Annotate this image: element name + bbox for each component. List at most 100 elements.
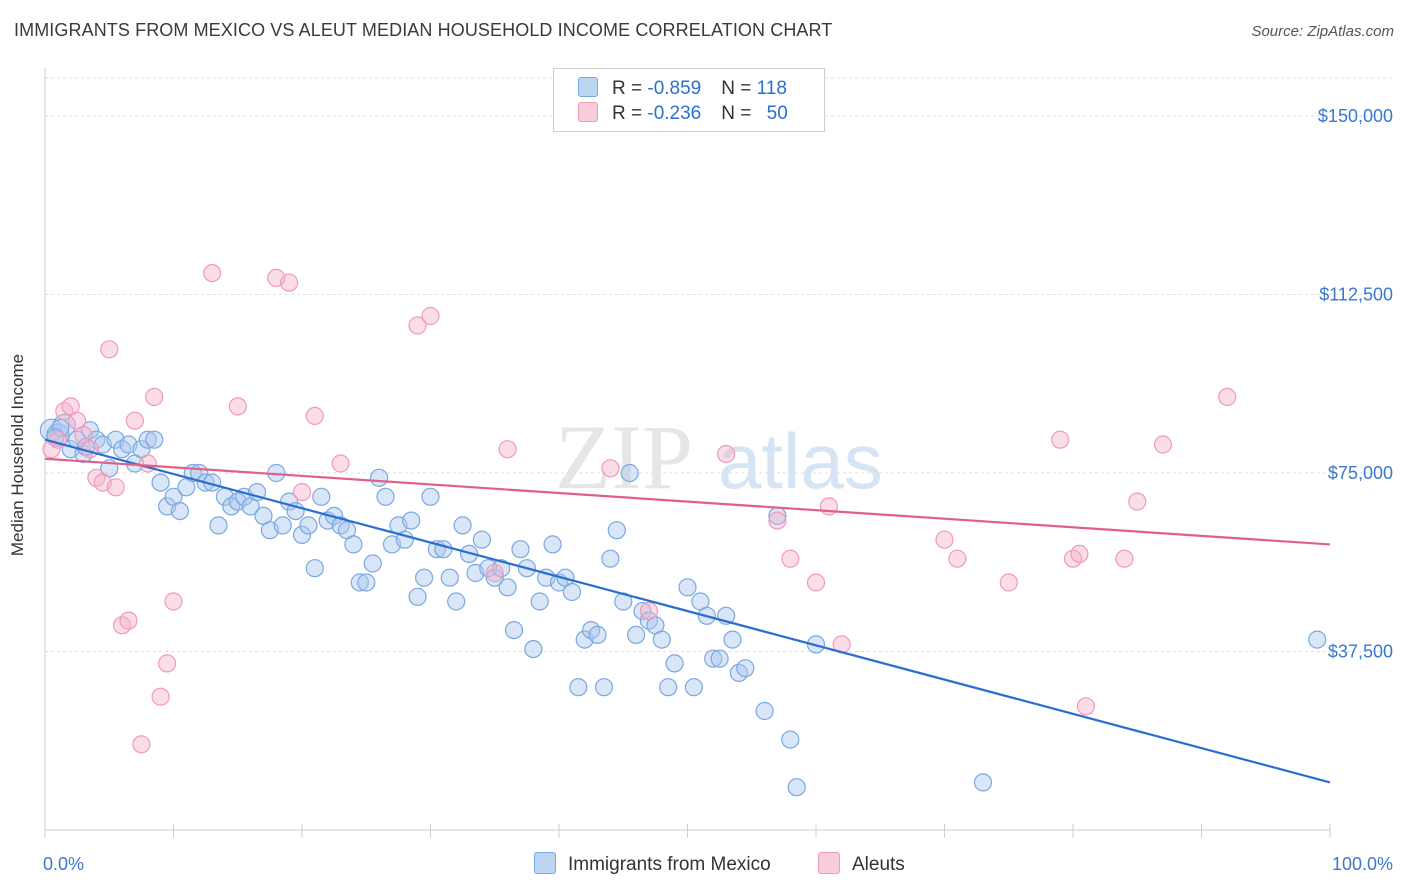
- data-point: [376, 487, 395, 506]
- data-point: [344, 535, 363, 554]
- data-point: [704, 649, 723, 668]
- data-point: [1218, 387, 1237, 406]
- data-point: [633, 601, 652, 621]
- data-point: [620, 463, 639, 483]
- data-point: [639, 601, 659, 621]
- data-point: [1115, 549, 1134, 568]
- data-point: [678, 578, 697, 597]
- trend-line-1: [44, 457, 1331, 546]
- data-point: [305, 406, 324, 425]
- data-point: [203, 264, 222, 283]
- data-point: [999, 573, 1018, 592]
- data-point: [935, 530, 954, 549]
- data-point: [472, 530, 491, 549]
- legend-r-value-aleuts: -0.236: [647, 103, 702, 124]
- data-point: [716, 444, 736, 464]
- data-point: [145, 387, 164, 406]
- data-point: [1070, 544, 1089, 564]
- data-point: [948, 549, 967, 568]
- data-point: [331, 454, 350, 473]
- y-tick-label: $37,500: [1328, 642, 1393, 662]
- data-point: [485, 568, 504, 587]
- data-point: [292, 525, 312, 545]
- data-point: [626, 625, 646, 645]
- data-point: [588, 625, 607, 645]
- legend-row-aleuts: R = -0.236 N = 50: [578, 102, 788, 126]
- data-point: [408, 316, 427, 335]
- y-axis-label: Median Household Income: [8, 353, 27, 557]
- data-point: [781, 730, 800, 749]
- data-point: [421, 487, 440, 506]
- data-point: [312, 487, 331, 506]
- data-point: [1308, 630, 1327, 649]
- data-point: [498, 440, 517, 459]
- data-point: [145, 430, 164, 449]
- data-point: [299, 516, 318, 535]
- trend-line-0: [44, 438, 1331, 784]
- data-point: [781, 549, 800, 568]
- x-tick-label-min: 0.0%: [43, 854, 84, 874]
- data-point: [594, 678, 614, 697]
- data-point: [659, 678, 678, 697]
- data-point: [138, 430, 157, 449]
- data-points: [39, 264, 1327, 797]
- x-tick-label-max: 100.0%: [1332, 854, 1393, 874]
- watermark: ZIP atlas: [555, 406, 883, 508]
- data-point: [511, 540, 530, 559]
- data-point: [158, 654, 177, 673]
- axes: [44, 68, 1331, 838]
- bottom-legend-mexico: Immigrants from Mexico: [534, 852, 771, 876]
- stats-legend: R = -0.859 N = 118 R = -0.236 N = 50: [553, 68, 825, 132]
- legend-n-value-aleuts: 50: [766, 103, 788, 124]
- y-tick-label: $75,000: [1328, 463, 1393, 483]
- data-point: [485, 563, 504, 583]
- y-tick-label: $150,000: [1318, 106, 1393, 126]
- data-point: [370, 468, 389, 487]
- watermark-zip: ZIP: [555, 406, 693, 508]
- data-point: [524, 639, 543, 659]
- data-point: [710, 649, 729, 668]
- data-point: [768, 511, 787, 530]
- series-1-points: [42, 264, 1237, 754]
- watermark-atlas: atlas: [718, 417, 883, 505]
- data-point: [736, 659, 755, 678]
- data-point: [402, 511, 421, 530]
- bottom-legend-swatch-aleuts: [818, 852, 840, 874]
- data-point: [106, 478, 125, 497]
- series-0-points: [39, 413, 1327, 797]
- data-point: [684, 678, 704, 697]
- legend-swatch-aleuts: [578, 102, 598, 122]
- data-point: [498, 578, 517, 597]
- data-point: [228, 397, 247, 416]
- bottom-legend-aleuts: Aleuts: [818, 852, 905, 876]
- data-point: [1128, 492, 1147, 511]
- data-point: [453, 516, 472, 535]
- data-point: [543, 535, 562, 554]
- data-point: [292, 483, 312, 502]
- grid-lines: [45, 77, 1395, 653]
- data-point: [1153, 435, 1173, 454]
- data-point: [755, 701, 774, 721]
- data-point: [415, 568, 434, 587]
- data-point: [504, 620, 524, 640]
- data-point: [1051, 430, 1070, 449]
- data-point: [601, 459, 620, 478]
- data-point: [787, 778, 806, 797]
- data-point: [119, 611, 138, 630]
- data-point: [151, 473, 170, 492]
- y-tick-label: $112,500: [1319, 285, 1393, 305]
- legend-swatch-mexico: [578, 77, 598, 97]
- data-point: [125, 411, 144, 430]
- data-point: [447, 592, 466, 611]
- data-point: [530, 592, 549, 611]
- data-point: [273, 516, 292, 535]
- data-point: [665, 654, 684, 673]
- legend-n-value-mexico: 118: [756, 78, 787, 99]
- data-point: [562, 582, 582, 602]
- data-point: [601, 549, 620, 568]
- data-point: [1076, 697, 1096, 716]
- trend-lines: [44, 438, 1331, 784]
- data-point: [973, 773, 993, 792]
- data-point: [440, 568, 459, 587]
